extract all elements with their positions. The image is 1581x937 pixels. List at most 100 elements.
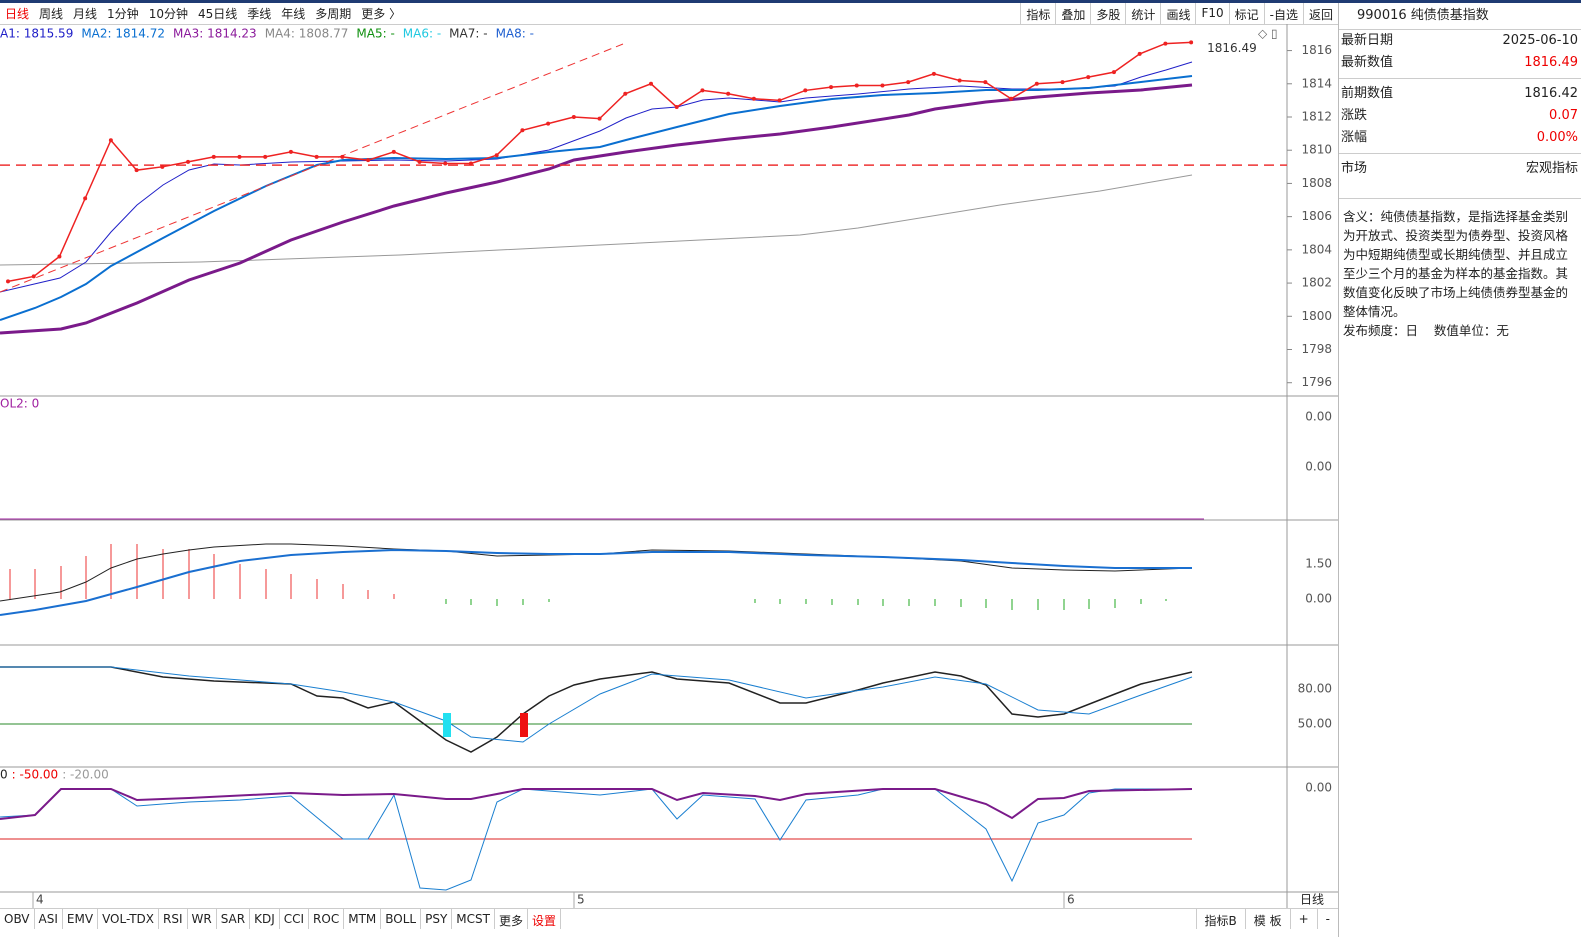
- info-row: 前期数值 1816.42: [1339, 78, 1581, 105]
- info-label: 涨跌: [1341, 108, 1368, 123]
- description-text: 含义：纯债债基指数，是指选择基金类别为开放式、投资类型为债券型、投资风格为中短期…: [1343, 209, 1569, 319]
- indicator-tab[interactable]: OBV: [0, 909, 35, 929]
- indicator-tab[interactable]: RSI: [159, 909, 188, 929]
- price-point: [520, 128, 525, 133]
- tool-button[interactable]: 标记: [1228, 3, 1264, 24]
- price-point: [134, 168, 139, 173]
- template-tab[interactable]: +: [1289, 909, 1317, 929]
- tool-button[interactable]: 指标: [1020, 3, 1055, 24]
- price-point: [6, 279, 10, 284]
- price-point: [263, 154, 268, 159]
- macd-bars: [9, 544, 1167, 610]
- template-tab[interactable]: 模 板: [1244, 909, 1290, 929]
- tool-button[interactable]: 统计: [1125, 3, 1160, 24]
- period-tab[interactable]: 1分钟: [107, 7, 139, 21]
- indicator-tab[interactable]: EMV: [63, 909, 99, 929]
- trend-line: [0, 43, 624, 293]
- info-value: 1816.42: [1524, 86, 1578, 101]
- price-point: [571, 115, 576, 119]
- y-tick-label: 1796: [1301, 375, 1332, 389]
- period-tab[interactable]: 10分钟: [148, 7, 188, 21]
- ma2-line: [0, 75, 1193, 321]
- price-point: [340, 154, 345, 159]
- tool-button[interactable]: -自选: [1263, 3, 1303, 24]
- price-point: [468, 161, 473, 166]
- price-point: [957, 78, 962, 83]
- period-tab[interactable]: 周线: [39, 7, 64, 21]
- period-tab[interactable]: 更多 〉: [361, 7, 402, 21]
- price-point: [1009, 96, 1014, 101]
- indicator-tab[interactable]: MCST: [452, 909, 495, 929]
- period-tab[interactable]: 月线: [73, 7, 98, 21]
- y-tick-label: 50.00: [1298, 717, 1332, 731]
- price-point: [623, 91, 628, 96]
- price-point: [880, 83, 885, 88]
- price-point: [417, 159, 422, 164]
- tool-button[interactable]: F10: [1195, 3, 1228, 24]
- title-strip: [0, 0, 1581, 3]
- info-label: 市场: [1341, 161, 1368, 176]
- period-label: 日线: [1300, 893, 1324, 907]
- info-row: 最新日期 2025-06-10: [1339, 30, 1581, 52]
- diamond-icon[interactable]: ◇ ▯: [1258, 27, 1278, 41]
- wr-line: [0, 788, 1192, 891]
- y-tick-label: 1802: [1301, 276, 1332, 290]
- unit: 数值单位：无: [1433, 323, 1509, 338]
- info-label: 前期数值: [1341, 86, 1394, 101]
- x-tick-label: 5: [577, 893, 585, 907]
- meta: 发布频度：日 数值单位：无: [1343, 321, 1578, 340]
- indicator-tab[interactable]: BOLL: [381, 909, 422, 929]
- price-point: [1086, 75, 1091, 80]
- price-point: [108, 138, 113, 143]
- dea-line: [0, 548, 1192, 616]
- indicator-tab[interactable]: PSY: [421, 909, 453, 929]
- template-tab[interactable]: 指标B: [1195, 909, 1245, 929]
- indicator-tab[interactable]: MTM: [344, 909, 382, 929]
- info-row: 市场 宏观指标: [1339, 153, 1581, 180]
- indicator-tab[interactable]: WR: [188, 909, 217, 929]
- period-tab[interactable]: 日线: [5, 7, 30, 21]
- indicator-tab[interactable]: ROC: [309, 909, 345, 929]
- period-tab[interactable]: 年线: [281, 7, 306, 21]
- indicator-tab[interactable]: VOL-TDX: [98, 909, 159, 929]
- y-tick-label: 1812: [1301, 110, 1332, 124]
- tool-button[interactable]: 多股: [1090, 3, 1125, 24]
- price-line: [7, 41, 1192, 283]
- info-row: 涨幅 0.00%: [1339, 127, 1581, 149]
- info-label: 最新数值: [1341, 55, 1394, 70]
- ma-legend: A1: 1815.59: [0, 27, 73, 41]
- indicator-tab[interactable]: SAR: [217, 909, 251, 929]
- tool-button[interactable]: 叠加: [1055, 3, 1090, 24]
- price-point: [726, 91, 731, 96]
- tool-button[interactable]: 返回: [1302, 3, 1338, 24]
- panel-frames: [0, 24, 1338, 908]
- indicator-tab[interactable]: CCI: [280, 909, 310, 929]
- indicator-tab[interactable]: KDJ: [250, 909, 280, 929]
- y-tick-label: 1808: [1301, 176, 1332, 190]
- dif-line: [0, 543, 1193, 602]
- price-point: [443, 161, 448, 166]
- y-tick-label: 1814: [1301, 76, 1332, 90]
- y-tick-label: 1798: [1301, 342, 1332, 356]
- price-point: [211, 154, 216, 159]
- frequency: 发布频度：日: [1343, 323, 1419, 338]
- indicator-tab[interactable]: ASI: [35, 909, 63, 929]
- period-tab[interactable]: 季线: [247, 7, 272, 21]
- info-label: 最新日期: [1341, 33, 1394, 48]
- tool-button[interactable]: 画线: [1160, 3, 1195, 24]
- price-point: [906, 80, 911, 85]
- y-tick-label: 1806: [1301, 209, 1332, 223]
- indicator-tab[interactable]: 设置: [528, 909, 562, 929]
- template-tab[interactable]: -: [1316, 909, 1338, 929]
- buy-signal: [443, 713, 451, 737]
- indicator-tab[interactable]: 更多: [495, 909, 528, 929]
- wr2-line: [0, 788, 1193, 820]
- price-point: [1163, 41, 1168, 46]
- price-point: [186, 159, 191, 164]
- period-tab[interactable]: 45日线: [197, 7, 238, 21]
- ma-legend: MA6: -: [403, 27, 441, 41]
- ma-legend: MA2: 1814.72: [81, 27, 165, 41]
- y-tick-label: 0.00: [1305, 460, 1332, 474]
- period-tab[interactable]: 多周期: [315, 7, 352, 21]
